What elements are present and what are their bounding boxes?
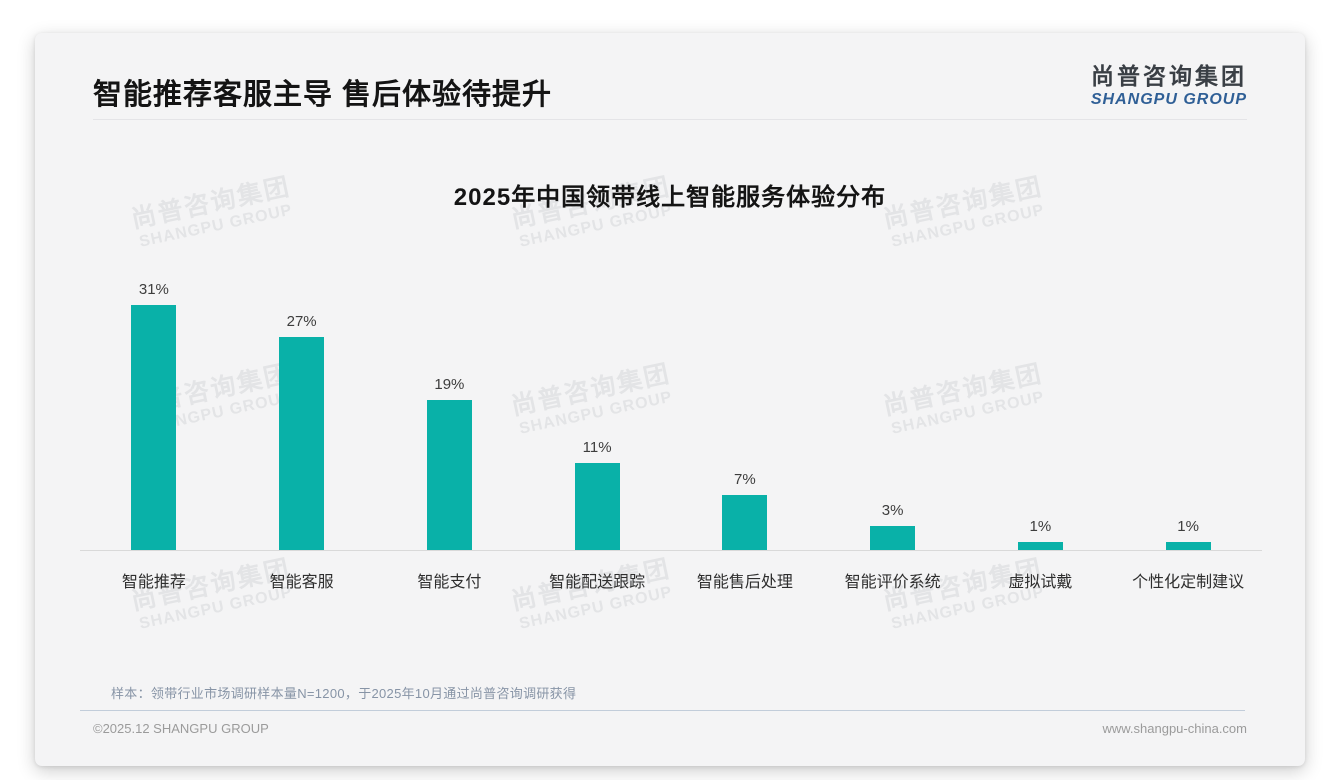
bar [426, 400, 472, 550]
category-label: 个性化定制建议 [1132, 574, 1245, 591]
bar-column: 3% [819, 502, 967, 550]
bar-column: 11% [523, 439, 671, 550]
bar [870, 526, 916, 550]
bar-value-label: 19% [434, 376, 465, 393]
header: 智能推荐客服主导 售后体验待提升 尚普咨询集团 SHANGPU GROUP [93, 63, 1247, 113]
bar-column: 7% [671, 471, 819, 550]
categories-row: 智能推荐 智能客服 智能支付 智能配送跟踪 智能售后处理 智能评价系统 虚拟试戴 个性化定制建… [80, 552, 1262, 592]
bar-value-label: 7% [734, 471, 756, 488]
bar [722, 495, 768, 550]
bar-value-label: 3% [881, 502, 904, 519]
category-label: 智能评价系统 [844, 574, 941, 591]
footer-divider [80, 710, 1245, 711]
bar-value-label: 1% [1177, 518, 1199, 535]
bar [1165, 542, 1211, 550]
category-label: 智能客服 [269, 574, 334, 591]
bars-row: 31% 27% 19% 11% 7% 3% 1% 1% [80, 33, 1262, 551]
bar-column: 1% [967, 518, 1115, 550]
header-divider [93, 119, 1247, 120]
sample-note: 样本：领带行业市场调研样本量N=1200，于2025年10月通过尚普咨询调研获得 [111, 686, 577, 701]
category-label: 智能支付 [417, 574, 482, 591]
company-logo: 尚普咨询集团 SHANGPU GROUP [1091, 63, 1247, 110]
logo-chinese-name: 尚普咨询集团 [1091, 63, 1247, 89]
bar-column: 1% [1114, 518, 1262, 550]
category-label: 虚拟试戴 [1008, 574, 1073, 591]
bar-value-label: 27% [286, 313, 317, 330]
bar-column: 19% [376, 376, 524, 550]
footer-copyright: ©2025.12 SHANGPU GROUP [93, 721, 269, 736]
report-card: 尚普咨询集团 SHANGPU GROUP 尚普咨询集团 SHANGPU GROUP 尚普… [35, 33, 1305, 766]
category-label: 智能售后处理 [696, 574, 793, 591]
category-label: 智能配送跟踪 [549, 574, 646, 591]
footer-website: www.shangpu-china.com [1102, 721, 1247, 736]
bar-column: 31% [80, 281, 228, 550]
page-title: 智能推荐客服主导 售后体验待提升 [93, 79, 553, 111]
bar [279, 337, 325, 550]
chart-title: 2025年中国领带线上智能服务体验分布 [453, 184, 887, 211]
bar-value-label: 31% [138, 281, 169, 298]
category-label: 智能推荐 [121, 574, 186, 591]
bar-column: 27% [228, 313, 376, 550]
bar [1017, 542, 1063, 550]
bar [574, 463, 620, 550]
bar-value-label: 11% [582, 439, 612, 456]
bar-value-label: 1% [1029, 518, 1052, 535]
logo-english-name: SHANGPU GROUP [1090, 91, 1247, 109]
bar [131, 305, 177, 550]
